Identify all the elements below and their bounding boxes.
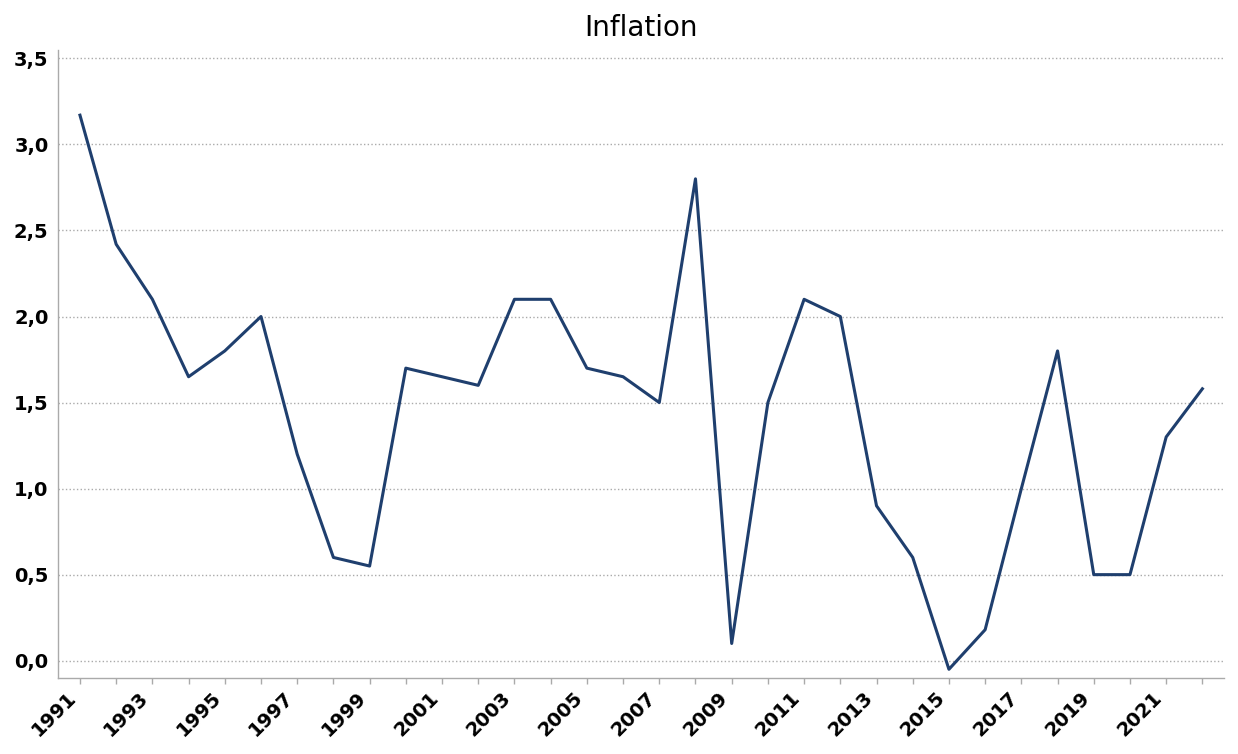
Title: Inflation: Inflation [584,14,698,42]
